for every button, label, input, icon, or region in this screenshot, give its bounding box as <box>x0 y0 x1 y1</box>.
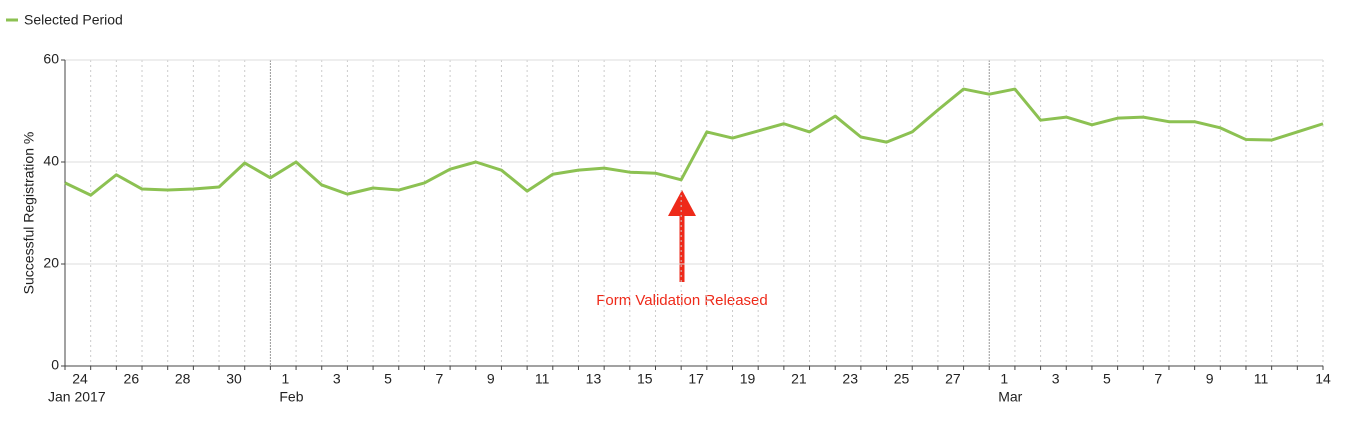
x-tick-label: 27 <box>945 371 961 387</box>
x-tick-label: 28 <box>175 371 191 387</box>
y-axis-label: Successful Registration % <box>21 132 37 295</box>
x-tick-label: 25 <box>894 371 910 387</box>
x-tick-label: 7 <box>436 371 444 387</box>
legend-label: Selected Period <box>24 12 123 28</box>
x-tick-label: 13 <box>586 371 602 387</box>
x-group-label: Jan 2017 <box>48 389 106 405</box>
x-tick-label: 30 <box>226 371 242 387</box>
line <box>64 87 1324 197</box>
annotation: Form Validation Released <box>596 292 767 309</box>
x-tick-label: 11 <box>1254 371 1269 387</box>
x-group-label: Mar <box>998 389 1022 405</box>
x-tick-label: 9 <box>487 371 495 387</box>
y-tick-label: 40 <box>43 153 59 169</box>
x-tick-label: 11 <box>535 371 550 387</box>
x-tick-label: 23 <box>842 371 858 387</box>
x-tick-label: 9 <box>1206 371 1214 387</box>
x-tick-label: 17 <box>688 371 704 387</box>
arrow-head <box>668 190 696 216</box>
x-tick-label: 3 <box>1052 371 1060 387</box>
annotation-arrow <box>668 190 696 282</box>
x-tick-label: 1 <box>281 371 289 387</box>
x-tick-label: 15 <box>637 371 653 387</box>
x-tick-label: 19 <box>740 371 756 387</box>
x-tick-label: 24 <box>72 371 88 387</box>
x-tick-label: 21 <box>791 371 807 387</box>
y-tick-label: 0 <box>51 357 59 373</box>
y-tick-label: 20 <box>43 255 59 271</box>
y-tick-label: 60 <box>43 51 59 67</box>
x-tick-label: 5 <box>384 371 392 387</box>
x-tick-label: 5 <box>1103 371 1111 387</box>
x-tick-label: 1 <box>1000 371 1008 387</box>
x-tick-label: 7 <box>1154 371 1162 387</box>
x-group-label: Feb <box>279 389 303 405</box>
legend: Selected Period <box>6 12 123 28</box>
x-tick-label: 26 <box>124 371 140 387</box>
x-tick-label: 14 <box>1315 371 1331 387</box>
x-tick-label: 3 <box>333 371 341 387</box>
